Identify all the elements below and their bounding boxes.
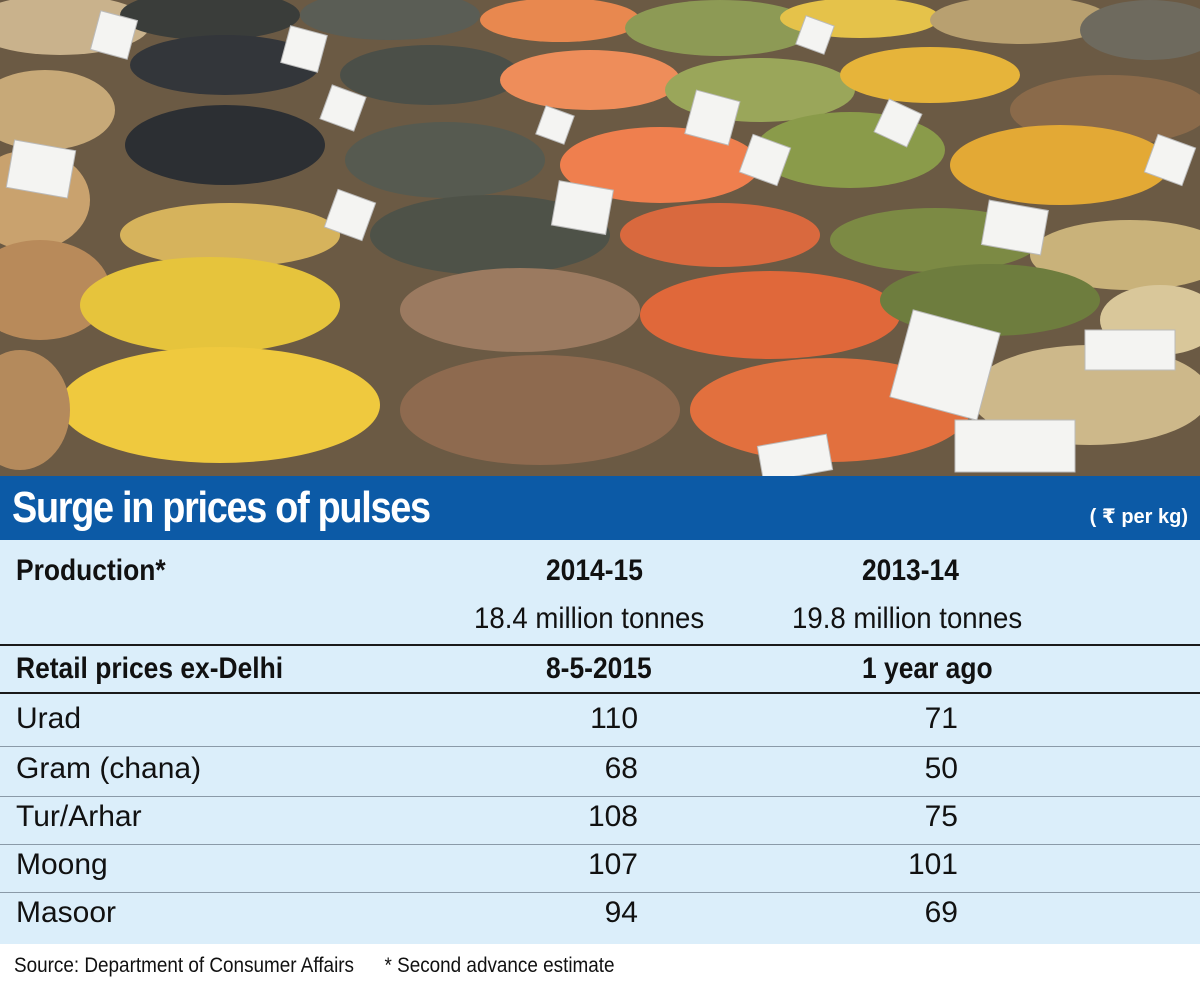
price-current: 94: [604, 896, 638, 929]
retail-col-1: 8-5-2015: [546, 652, 652, 685]
pulse-name: Urad: [16, 702, 82, 735]
retail-col-2: 1 year ago: [862, 652, 993, 685]
production-year-2: 2013-14: [862, 554, 959, 587]
bowl-row-4: [0, 195, 1200, 340]
bowl-row-2: [0, 35, 1200, 150]
pulses-photo: [0, 0, 1200, 476]
unit-label: ( ₹ per kg): [1089, 506, 1188, 528]
prices-table: Production* 2014-15 2013-14 18.4 million…: [0, 540, 1200, 944]
title-banner: Surge in prices of pulses ( ₹ per kg): [0, 476, 1200, 540]
estimate-note: * Second advance estimate: [384, 954, 615, 977]
retail-label: Retail prices ex-Delhi: [16, 652, 284, 685]
divider: [0, 644, 1200, 646]
row-divider: [0, 892, 1200, 893]
row-divider: [0, 796, 1200, 797]
production-value-2: 19.8 million tonnes: [792, 602, 1023, 635]
price-current: 68: [604, 752, 638, 785]
row-divider: [0, 746, 1200, 747]
pulse-name: Masoor: [16, 896, 117, 929]
production-year-1: 2014-15: [546, 554, 643, 587]
pulse-name: Gram (chana): [16, 752, 202, 785]
table-row: Moong 107 101: [0, 846, 1200, 894]
table-row: Masoor 94 69: [0, 894, 1200, 942]
table-row: Tur/Arhar 108 75: [0, 798, 1200, 846]
price-tags: [5, 10, 1197, 476]
price-prev: 101: [907, 848, 958, 881]
table-row: Urad 110 71: [0, 698, 1200, 746]
price-current: 107: [587, 848, 638, 881]
pulse-name: Tur/Arhar: [16, 800, 142, 833]
table-row: Gram (chana) 68 50: [0, 748, 1200, 796]
footer: Source: Department of Consumer Affairs *…: [14, 954, 615, 978]
price-prev: 69: [924, 896, 958, 929]
source-note: Source: Department of Consumer Affairs: [14, 954, 355, 977]
divider: [0, 692, 1200, 694]
pulse-name: Moong: [16, 848, 108, 881]
price-prev: 50: [924, 752, 958, 785]
price-prev: 75: [924, 800, 958, 833]
page-title: Surge in prices of pulses: [12, 483, 431, 532]
row-divider: [0, 844, 1200, 845]
price-prev: 71: [924, 702, 958, 735]
production-label: Production*: [16, 554, 166, 587]
price-current: 108: [587, 800, 638, 833]
production-value-1: 18.4 million tonnes: [474, 602, 705, 635]
price-current: 110: [590, 702, 638, 735]
